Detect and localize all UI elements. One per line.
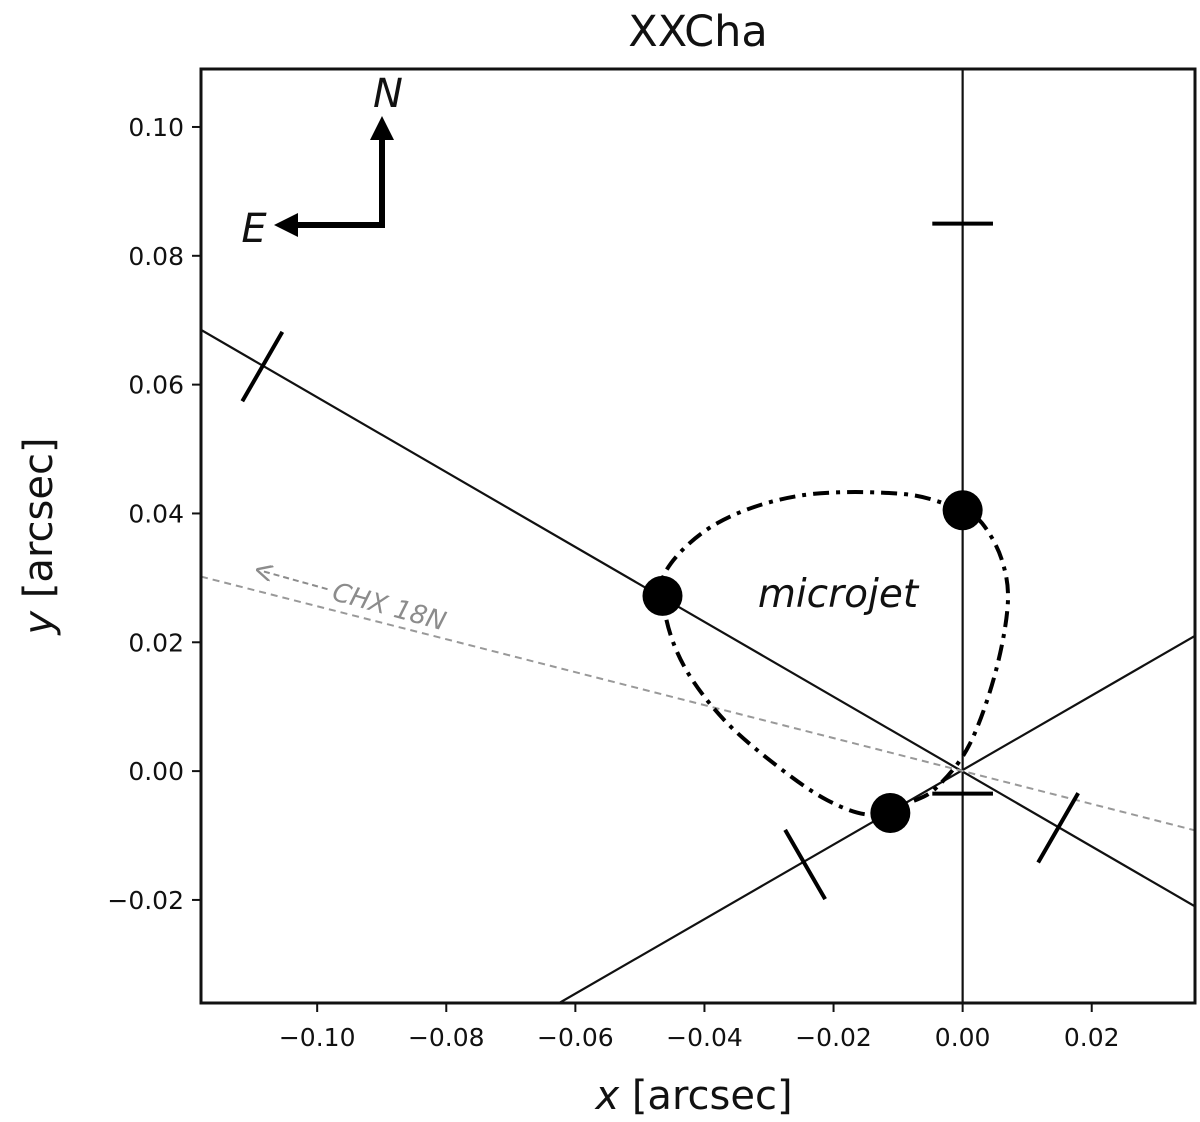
x-axis-unit: [arcsec]	[632, 1073, 793, 1119]
line-tick-2	[1036, 792, 1080, 864]
north-label: N	[373, 71, 403, 117]
x-tick-label: −0.08	[408, 1023, 485, 1052]
x-tick-label: −0.06	[537, 1023, 614, 1052]
line-tick-3	[783, 828, 827, 901]
reference-line-4	[201, 575, 1195, 832]
reference-lines	[201, 69, 1195, 1003]
y-tick-label: 0.00	[128, 757, 184, 786]
y-tick-label: 0.02	[128, 628, 184, 657]
x-axis-var: x	[593, 1073, 619, 1119]
plot-area	[201, 69, 1195, 1003]
x-axis-ticks: −0.10 −0.08 −0.06 −0.04 −0.02 0.00 0.02	[279, 1003, 1120, 1052]
chart-title: XXCha	[628, 7, 767, 57]
y-tick-label: 0.10	[128, 113, 184, 142]
x-tick-label: −0.04	[666, 1023, 743, 1052]
y-axis-ticks: −0.02 0.00 0.02 0.04 0.06 0.08 0.10	[107, 113, 201, 915]
plot-frame	[199, 67, 1197, 1005]
data-point-3	[870, 792, 911, 833]
data-points	[642, 490, 983, 833]
y-axis-unit: [arcsec]	[16, 437, 62, 598]
x-tick-label: 0.02	[1064, 1023, 1120, 1052]
x-tick-label: 0.00	[935, 1023, 991, 1052]
chx-arrow	[264, 572, 328, 591]
chx-annotation: CHX 18N	[260, 558, 449, 637]
chx-label: CHX 18N	[329, 577, 449, 637]
x-tick-label: −0.10	[279, 1023, 356, 1052]
east-label: E	[241, 206, 267, 252]
y-axis-label: y [arcsec]	[16, 437, 62, 635]
line-tick-1	[240, 330, 285, 403]
line-tick-marks	[240, 221, 1080, 901]
y-tick-label: 0.08	[128, 242, 184, 271]
y-tick-label: 0.04	[128, 499, 184, 528]
data-point-2	[642, 575, 683, 616]
x-tick-label: −0.02	[795, 1023, 872, 1052]
compass: N E	[241, 71, 403, 252]
data-point-1	[942, 490, 983, 531]
x-axis-label: x [arcsec]	[593, 1073, 792, 1119]
reference-line-1	[201, 328, 1195, 908]
microjet-label: microjet	[758, 572, 920, 617]
y-tick-label: −0.02	[107, 886, 184, 915]
x-axis-unit-space	[619, 1073, 632, 1119]
y-axis-var: y	[16, 610, 62, 636]
y-axis-unit-space	[16, 598, 62, 611]
y-tick-label: 0.06	[128, 371, 184, 400]
